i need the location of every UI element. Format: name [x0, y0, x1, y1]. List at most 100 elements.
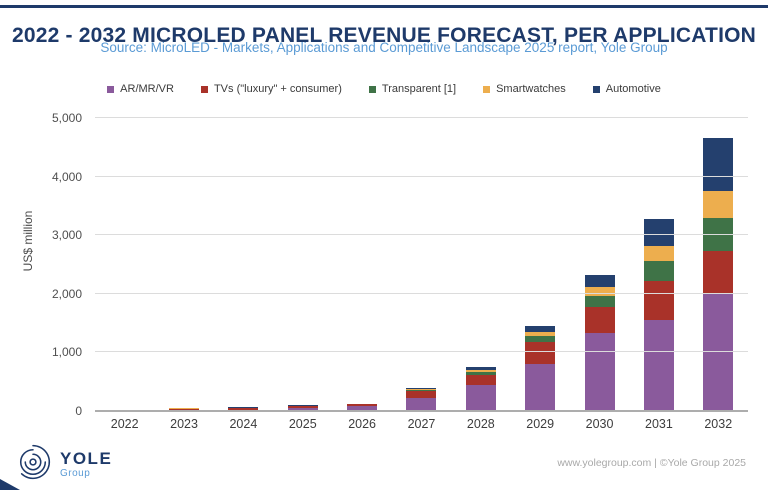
bar-slot-2032 [689, 118, 748, 411]
x-tick-label: 2023 [170, 417, 198, 431]
y-tick-label: 3,000 [51, 228, 82, 243]
bar-segment [643, 246, 674, 261]
bar-segment [406, 388, 437, 390]
y-tick-label: 1,000 [51, 345, 82, 360]
x-tick-label: 2032 [704, 417, 733, 431]
bars [95, 118, 748, 411]
y-tick-label: 2,000 [51, 286, 82, 301]
page-subtitle: Source: MicroLED - Markets, Applications… [100, 40, 668, 55]
bar-segment [525, 341, 556, 364]
gridline [95, 175, 748, 177]
bar-segment [406, 389, 437, 391]
bar-slot-2028 [451, 118, 510, 411]
bar-segment [703, 191, 734, 218]
x-tick-label: 2022 [110, 417, 139, 431]
y-axis-ticks: 0 1,000 2,000 3,000 4,000 5,000 [0, 111, 88, 418]
gridline [95, 292, 748, 294]
stacked-bar-2025 [287, 118, 318, 411]
legend-label: Automotive [605, 83, 661, 95]
stacked-bar-2030 [584, 118, 615, 411]
y-tick-label: 4,000 [51, 169, 82, 184]
bar-segment [703, 137, 734, 191]
x-tick-label: 2031 [645, 417, 673, 431]
legend-swatch-icon [368, 85, 376, 93]
x-tick-label: 2030 [585, 417, 614, 431]
bar-segment [643, 281, 674, 321]
legend-item-3: Transparent [1] [368, 83, 457, 95]
bar-slot-2030 [570, 118, 629, 411]
stacked-bar-2024 [228, 118, 259, 411]
y-tick-label: 5,000 [51, 111, 82, 125]
legend-label: TVs ("luxury" + consumer) [213, 83, 342, 95]
bar-segment [643, 219, 674, 247]
bar-segment [228, 407, 259, 410]
x-axis-line [95, 410, 748, 412]
logo-wordmark-block: YOLE Group [60, 450, 112, 479]
legend-swatch-icon [592, 85, 600, 93]
bar-segment [643, 320, 674, 411]
stacked-bar-2022 [109, 118, 140, 411]
stacked-bar-2032 [703, 118, 734, 411]
legend: AR/MR/VR TVs ("luxury" + consumer) Transpa… [0, 83, 768, 95]
credit-text: www.yolegroup.com | ©Yole Group 2025 [557, 457, 746, 469]
bar-segment [169, 408, 200, 411]
stacked-bar-2028 [465, 118, 496, 411]
bar-segment [525, 326, 556, 332]
x-axis-labels: 2022 2023 2024 2025 2026 2027 2028 2029 2030 2031… [95, 417, 748, 431]
bar-segment [584, 295, 615, 307]
logo-subtext: Group [60, 468, 91, 479]
top-accent-rule [0, 5, 768, 8]
bar-slot-2026 [332, 118, 391, 411]
legend-label: Transparent [1] [381, 83, 457, 95]
x-tick-label: 2025 [288, 417, 317, 431]
bar-segment [703, 293, 734, 411]
bar-segment [347, 406, 378, 411]
x-tick-label: 2028 [466, 417, 495, 431]
gridline [95, 117, 748, 118]
legend-swatch-icon [483, 85, 491, 93]
stacked-bar-2031 [643, 118, 674, 411]
stacked-bar-2027 [406, 118, 437, 411]
bar-segment [584, 275, 615, 287]
logo-swirl-icon [13, 442, 53, 487]
bar-segment [347, 404, 378, 407]
legend-label: Smartwatches [496, 83, 566, 95]
legend-item-4: Smartwatches [483, 83, 566, 95]
bar-segment [703, 251, 734, 294]
x-tick-label: 2029 [526, 417, 555, 431]
x-tick-label: 2026 [348, 417, 377, 431]
bar-segment [406, 398, 437, 411]
corner-accent-triangle [0, 479, 20, 490]
bar-segment [525, 363, 556, 411]
page-title: 2022 - 2032 MICROLED PANEL REVENUE FOREC… [11, 24, 757, 48]
bar-segment [465, 366, 496, 371]
gridline [95, 351, 748, 353]
logo-wordmark: YOLE [60, 449, 113, 468]
stacked-bar-2029 [525, 118, 556, 411]
stacked-bar-2023 [169, 118, 200, 411]
bar-segment [643, 261, 674, 282]
legend-item-1: AR/MR/VR [107, 83, 174, 95]
bar-slot-2027 [392, 118, 451, 411]
bar-segment [287, 408, 318, 411]
bar-slot-2023 [154, 118, 213, 411]
legend-item-5: Automotive [592, 83, 661, 95]
legend-swatch-icon [200, 85, 208, 93]
bar-segment [525, 336, 556, 342]
bar-segment [406, 390, 437, 399]
legend-item-2: TVs ("luxury" + consumer) [200, 83, 342, 95]
plot-area [95, 117, 748, 412]
bar-segment [287, 405, 318, 409]
bar-segment [465, 384, 496, 411]
y-tick-label: 0 [75, 404, 82, 418]
legend-label: AR/MR/VR [120, 83, 174, 95]
bar-segment [584, 286, 615, 296]
bar-segment [584, 306, 615, 334]
bar-segment [525, 331, 556, 336]
bar-slot-2022 [95, 118, 154, 411]
bar-slot-2025 [273, 118, 332, 411]
bar-slot-2024 [214, 118, 273, 411]
bar-segment [465, 370, 496, 373]
bar-slot-2029 [511, 118, 570, 411]
